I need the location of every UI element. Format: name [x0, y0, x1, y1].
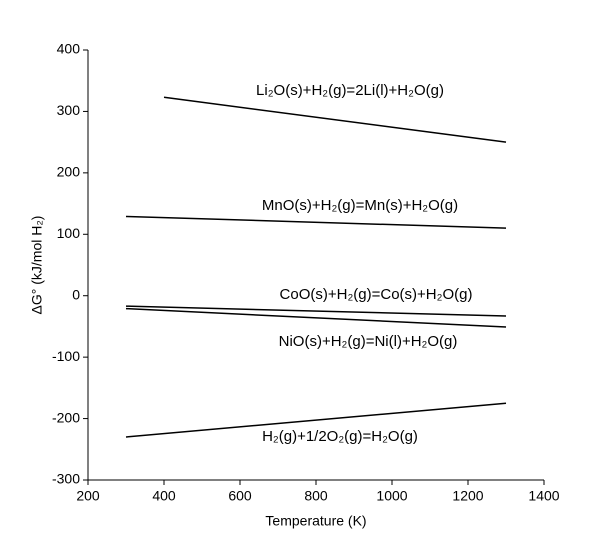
y-tick-label: -100 [52, 348, 80, 364]
y-tick-label: 100 [57, 225, 81, 241]
series-label: CoO(s)+H₂(g)=Co(s)+H₂O(g) [280, 286, 473, 303]
series-line [125, 215, 507, 229]
series-line [163, 96, 507, 143]
series-label: Li₂O(s)+H₂(g)=2Li(l)+H₂O(g) [256, 82, 444, 99]
y-tick-label: -300 [52, 471, 80, 487]
series-line [125, 307, 507, 328]
x-tick-label: 600 [228, 488, 252, 504]
x-tick-label: 200 [76, 488, 100, 504]
x-tick-label: 400 [152, 488, 176, 504]
series-label: MnO(s)+H₂(g)=Mn(s)+H₂O(g) [262, 197, 458, 214]
y-axis-label: ΔG° (kJ/mol H₂) [29, 216, 45, 315]
series-line [125, 402, 507, 438]
y-tick-label: 200 [57, 164, 81, 180]
series-label: NiO(s)+H₂(g)=Ni(l)+H₂O(g) [279, 333, 458, 350]
x-tick-label: 1200 [452, 488, 483, 504]
y-tick-label: 0 [72, 286, 80, 302]
x-tick-label: 1000 [376, 488, 407, 504]
series-label: H₂(g)+1/2O₂(g)=H₂O(g) [262, 428, 418, 445]
y-tick-label: 400 [57, 41, 81, 57]
x-tick-label: 800 [304, 488, 328, 504]
x-axis-label: Temperature (K) [265, 513, 366, 529]
y-tick-label: -200 [52, 409, 80, 425]
y-tick-label: 300 [57, 102, 81, 118]
x-tick-label: 1400 [528, 488, 559, 504]
series-line [125, 305, 507, 317]
